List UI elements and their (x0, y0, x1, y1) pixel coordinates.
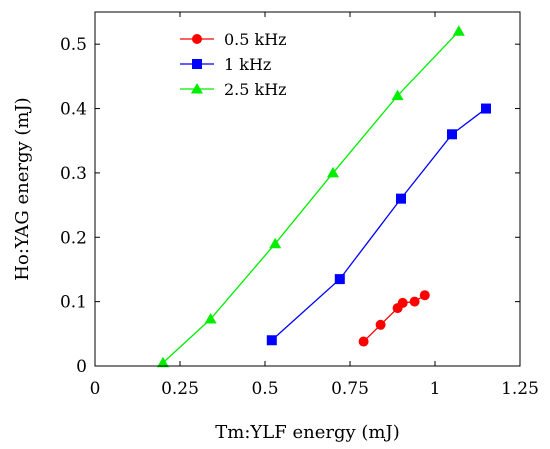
data-point (266, 335, 277, 346)
x-tick-label: 1 (430, 379, 441, 399)
x-tick-label: 1.25 (501, 379, 539, 399)
data-point (334, 274, 345, 285)
y-tick-label: 0 (76, 357, 87, 377)
plot-frame (94, 11, 521, 367)
x-axis-label: Tm:YLF energy (mJ) (215, 422, 399, 443)
x-tick-label: 0.75 (331, 379, 369, 399)
y-tick-label: 0.1 (60, 293, 87, 313)
data-point (396, 193, 406, 204)
data-point (452, 25, 465, 36)
data-point (391, 89, 404, 101)
legend-entry: 0.5 kHz (180, 30, 287, 49)
data-point (358, 336, 369, 347)
legend-marker (192, 59, 202, 69)
data-point (397, 297, 408, 308)
x-tick-label: 0.5 (251, 379, 278, 399)
series-layer (157, 25, 491, 368)
legend-entry: 1 kHz (180, 55, 271, 74)
x-tick-label: 0 (90, 379, 101, 399)
legend-label: 1 kHz (224, 55, 271, 74)
x-tick-label: 0.25 (161, 379, 199, 399)
legend-marker (192, 34, 202, 44)
data-point (447, 129, 457, 140)
y-tick-label: 0.2 (60, 228, 87, 248)
y-tick-label: 0.4 (60, 100, 87, 120)
series-2 (157, 25, 465, 368)
legend-label: 2.5 kHz (224, 80, 287, 99)
y-tick-label: 0.3 (60, 164, 87, 184)
ticks-layer: 0 0.25 0.5 0.75 1 1.25 0 0.1 0.2 0.3 0.4 0.5 (60, 12, 539, 399)
y-axis-label: Ho:YAG energy (mJ) (12, 97, 33, 280)
data-point (409, 296, 420, 307)
legend-entry: 2.5 kHz (180, 80, 287, 99)
data-point (269, 237, 282, 249)
series-1 (266, 103, 491, 346)
data-point (327, 166, 339, 178)
data-point (481, 103, 491, 114)
data-point (157, 356, 169, 368)
data-point (375, 319, 386, 330)
legend: 0.5 kHz 1 kHz 2.5 kHz (180, 30, 287, 99)
legend-label: 0.5 kHz (224, 30, 287, 49)
data-point (204, 313, 217, 324)
series-line (162, 30, 460, 364)
legend-marker (191, 83, 203, 94)
series-line (271, 108, 487, 341)
y-tick-label: 0.5 (60, 35, 87, 55)
series-0 (358, 290, 430, 347)
data-point (419, 290, 430, 301)
